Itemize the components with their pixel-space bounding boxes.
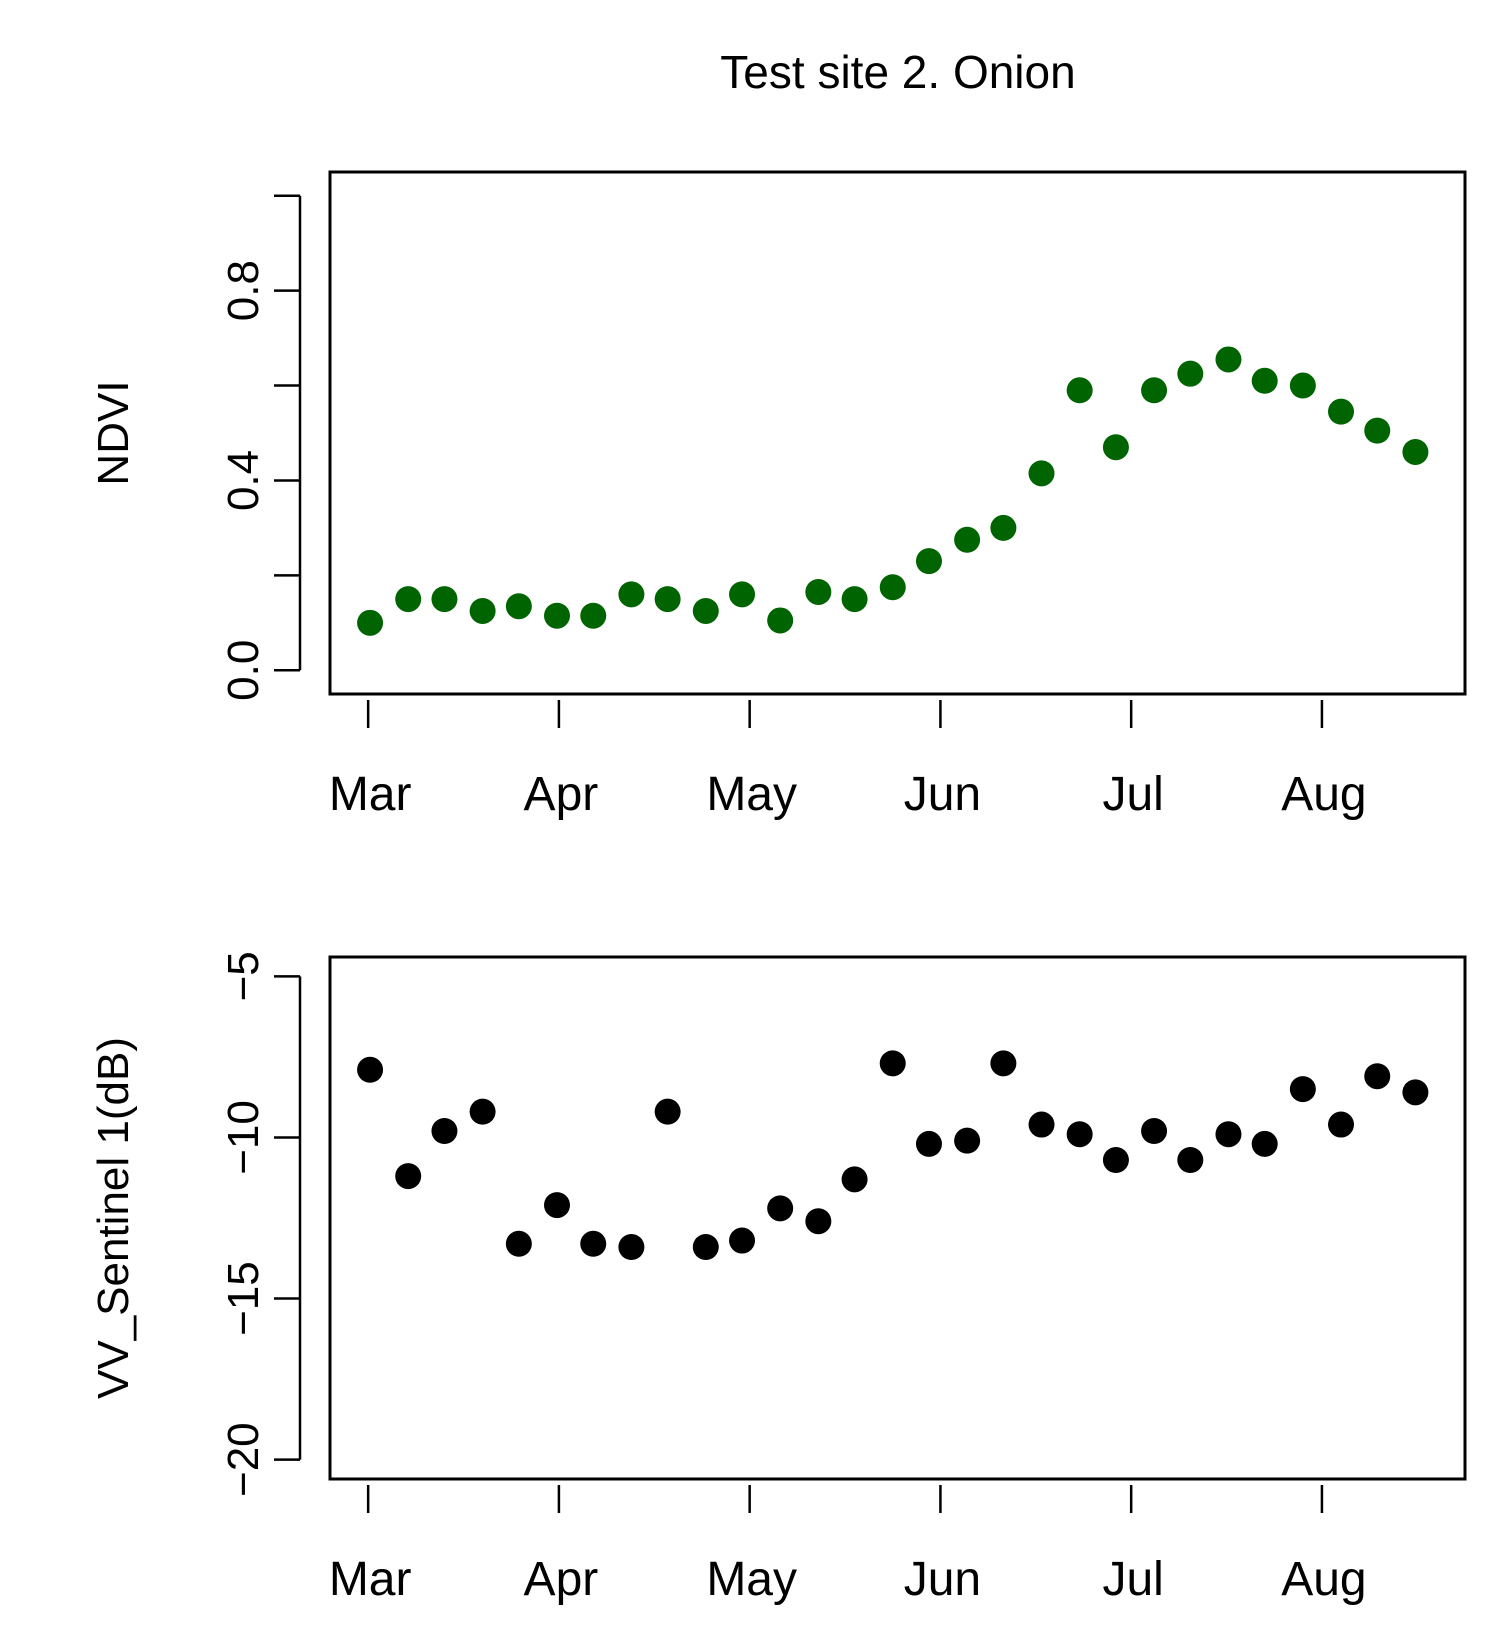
chart-title: Test site 2. Onion — [720, 46, 1075, 98]
vv-x-tick-label: Aug — [1281, 1553, 1366, 1606]
vv-y-tick-label: −5 — [219, 951, 268, 1001]
ndvi-data-point — [431, 586, 458, 613]
vv-data-point — [505, 1230, 532, 1257]
ndvi-data-point — [915, 548, 942, 575]
ndvi-x-tick-label: May — [706, 768, 797, 821]
vv-data-point — [990, 1050, 1017, 1077]
ndvi-data-point — [395, 586, 422, 613]
ndvi-data-point — [1177, 360, 1204, 387]
vv-data-point — [469, 1098, 496, 1125]
vv-panel: −5 −10 −15 −20 VV_Sentinel 1(dB) Mar Apr May Jun… — [89, 951, 1467, 1606]
ndvi-x-tick-label: Jun — [904, 768, 981, 821]
ndvi-data-point — [580, 602, 607, 629]
ndvi-data-point — [990, 514, 1017, 541]
vv-data-point — [618, 1234, 645, 1260]
ndvi-data-point — [618, 581, 645, 608]
vv-data-point — [915, 1130, 942, 1157]
vv-y-tick-label: −20 — [219, 1422, 268, 1497]
ndvi-data-point — [692, 597, 719, 624]
vv-y-tick-label: −15 — [219, 1261, 268, 1336]
vv-data-point — [1289, 1076, 1316, 1103]
vv-data-point — [692, 1234, 719, 1260]
vv-data-point — [654, 1098, 681, 1125]
vv-x-tick-label: Jun — [904, 1553, 981, 1606]
ndvi-data-point — [1215, 346, 1242, 373]
ndvi-data-point — [1141, 377, 1168, 404]
ndvi-data-point — [1028, 460, 1055, 487]
ndvi-data-point — [954, 526, 981, 553]
vv-data-point — [1141, 1118, 1168, 1144]
ndvi-data-point — [805, 578, 832, 605]
ndvi-data-point — [654, 586, 681, 613]
ndvi-plot-frame — [328, 170, 1467, 696]
ndvi-data-point — [729, 581, 756, 608]
ndvi-y-axis-label: NDVI — [89, 380, 138, 485]
vv-data-point — [1066, 1121, 1093, 1148]
vv-data-point — [1402, 1079, 1429, 1106]
vv-data-point — [431, 1118, 458, 1144]
ndvi-x-tick-label: Aug — [1281, 768, 1366, 821]
ndvi-data-point — [357, 609, 384, 636]
ndvi-data-point — [544, 602, 570, 629]
vv-data-point — [954, 1127, 981, 1154]
vv-data-point — [729, 1227, 756, 1254]
vv-plot-frame — [328, 955, 1467, 1481]
vv-data-point — [357, 1056, 384, 1083]
ndvi-data-point — [1289, 372, 1316, 399]
vv-data-point — [767, 1195, 794, 1222]
vv-x-tick-label: Jul — [1102, 1553, 1163, 1606]
vv-data-point — [544, 1192, 570, 1219]
ndvi-data-point — [841, 586, 868, 613]
ndvi-x-tick-label: Apr — [524, 768, 599, 821]
ndvi-data-point — [1364, 417, 1391, 444]
vv-data-point — [879, 1050, 906, 1077]
ndvi-x-tick-label: Jul — [1102, 768, 1163, 821]
ndvi-data-point — [1066, 377, 1093, 404]
ndvi-data-point — [1251, 367, 1278, 394]
ndvi-data-point — [1328, 398, 1355, 425]
vv-data-point — [841, 1166, 868, 1193]
ndvi-y-tick-label: 0.4 — [219, 450, 268, 511]
vv-data-point — [1251, 1130, 1278, 1157]
vv-y-axis-label: VV_Sentinel 1(dB) — [89, 1037, 138, 1399]
ndvi-panel: 0.0 0.4 0.8 NDVI Mar Apr May Jun Jul Aug — [89, 170, 1467, 821]
vv-data-point — [1102, 1147, 1129, 1173]
vv-data-point — [805, 1208, 832, 1235]
vv-x-tick-label: May — [706, 1553, 797, 1606]
vv-data-point — [1215, 1121, 1242, 1148]
vv-y-tick-label: −10 — [219, 1100, 268, 1175]
ndvi-x-tick-label: Mar — [329, 768, 412, 821]
vv-data-point — [1028, 1111, 1055, 1138]
vv-x-tick-label: Apr — [524, 1553, 599, 1606]
ndvi-data-point — [1102, 434, 1129, 461]
ndvi-y-tick-label: 0.8 — [219, 260, 268, 321]
vv-data-point — [1177, 1147, 1204, 1173]
ndvi-data-point — [767, 607, 794, 634]
vv-data-point — [580, 1230, 607, 1257]
vv-x-tick-label: Mar — [329, 1553, 412, 1606]
ndvi-data-point — [469, 597, 496, 624]
ndvi-y-tick-label: 0.0 — [219, 640, 268, 701]
vv-data-point — [1328, 1111, 1355, 1138]
vv-data-point — [395, 1163, 422, 1190]
ndvi-data-point — [879, 574, 906, 601]
ndvi-data-point — [505, 593, 532, 620]
vv-data-point — [1364, 1063, 1391, 1090]
ndvi-data-point — [1402, 438, 1429, 465]
